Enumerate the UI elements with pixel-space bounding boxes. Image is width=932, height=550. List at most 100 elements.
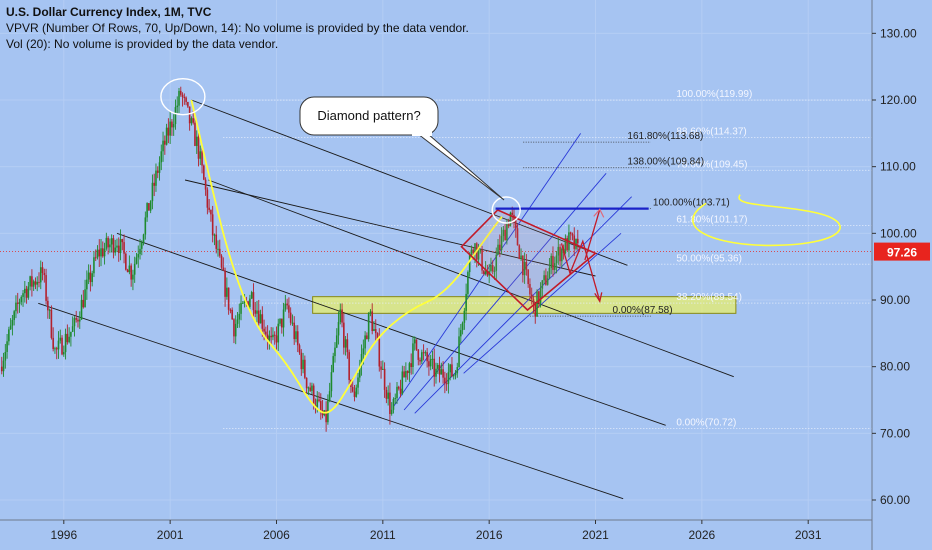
candle-49: [87, 264, 90, 285]
candle-206: [366, 332, 368, 340]
candle-134: [238, 303, 241, 328]
grid: [0, 0, 872, 520]
candle-body-286: [507, 224, 510, 227]
candle-10: [18, 298, 21, 313]
candle-260: [461, 321, 464, 335]
candle-1: [2, 352, 5, 377]
fib-label-5: 38.20%(89.54): [676, 292, 742, 303]
candle-76: [135, 253, 138, 265]
candle-body-261: [463, 310, 466, 323]
candle-body-257: [456, 367, 459, 374]
candle-164: [291, 314, 294, 326]
candle-body-71: [126, 269, 129, 273]
candle-body-310: [550, 255, 553, 268]
candle-104: [185, 96, 187, 106]
candle-207: [367, 312, 370, 342]
candle-173: [307, 386, 310, 395]
candle-166: [295, 325, 297, 343]
candle-body-168: [298, 345, 301, 353]
candle-body-113: [201, 151, 203, 166]
candle-body-253: [449, 364, 451, 373]
candle-61: [109, 238, 111, 253]
candle-140: [249, 294, 251, 310]
candle-172: [305, 377, 308, 394]
candle-body-207: [367, 313, 370, 340]
candle-body-144: [256, 310, 258, 314]
candle-150: [266, 325, 269, 350]
candle-body-210: [373, 329, 375, 331]
candle-body-66: [117, 245, 120, 254]
candle-301: [534, 303, 537, 324]
y-tick-label-2: 80.00: [880, 360, 910, 374]
candle-body-217: [385, 389, 388, 399]
candle-body-45: [80, 299, 83, 320]
candle-155: [275, 326, 278, 350]
candle-body-279: [495, 254, 498, 271]
candle-81: [144, 211, 147, 240]
candle-body-231: [410, 363, 412, 367]
candle-151: [268, 330, 271, 350]
candle-243: [431, 350, 434, 370]
candle-body-208: [369, 311, 372, 314]
candle-136: [242, 301, 244, 304]
candle-body-202: [358, 365, 361, 378]
candle-54: [96, 245, 99, 260]
candle-body-19: [34, 281, 37, 285]
top-highlight-circle: [160, 77, 206, 116]
candle-2: [4, 343, 7, 369]
candle-body-234: [415, 339, 418, 350]
candle-body-311: [552, 255, 554, 270]
candle-body-0: [0, 366, 3, 372]
candle-body-74: [132, 274, 134, 280]
candle-body-198: [351, 386, 354, 392]
candle-body-37: [66, 333, 69, 343]
candle-body-52: [93, 257, 95, 274]
channel-line-black-3: [116, 232, 666, 426]
candle-93: [165, 123, 168, 146]
candle-body-216: [383, 368, 386, 390]
candle-114: [203, 164, 205, 181]
candle-180: [319, 393, 322, 420]
candle-body-259: [460, 330, 462, 337]
candle-123: [218, 239, 221, 258]
candle-body-51: [91, 273, 93, 283]
candle-216: [383, 362, 386, 398]
candle-246: [436, 362, 439, 374]
candle-body-39: [70, 331, 72, 337]
candle-body-161: [286, 303, 288, 306]
candle-254: [451, 356, 453, 378]
candle-15: [27, 281, 30, 300]
candle-276: [490, 257, 492, 273]
candle-body-314: [557, 246, 560, 256]
candle-body-2: [4, 351, 7, 361]
candle-227: [403, 366, 405, 378]
fib-levels: 100.00%(119.99) 88.60%(114.37) 78.60%(109.…: [223, 89, 872, 430]
candle-body-65: [116, 245, 118, 248]
fib-618-yellow-ellipse: [692, 194, 841, 247]
candle-body-149: [265, 331, 267, 335]
candle-287: [509, 211, 512, 227]
candle-body-9: [16, 302, 19, 304]
candle-body-158: [281, 318, 283, 328]
y-tick-label-7: 130.00: [880, 26, 917, 40]
candle-body-176: [312, 385, 315, 405]
candle-body-211: [374, 329, 377, 334]
price-badge-label: 97.26: [887, 246, 917, 260]
candle-body-139: [247, 301, 249, 307]
candle-256: [454, 369, 457, 380]
candle-body-12: [22, 293, 24, 297]
candle-body-143: [254, 310, 257, 314]
candle-body-54: [96, 249, 99, 258]
candle-146: [259, 309, 262, 324]
candle-body-93: [165, 127, 168, 145]
candle-223: [396, 382, 398, 404]
candle-237: [421, 349, 423, 365]
candle-130: [231, 307, 233, 320]
candle-body-124: [220, 255, 223, 268]
candle-201: [357, 372, 359, 395]
candle-298: [529, 278, 531, 300]
candle-217: [385, 386, 388, 404]
candle-34: [61, 335, 63, 356]
